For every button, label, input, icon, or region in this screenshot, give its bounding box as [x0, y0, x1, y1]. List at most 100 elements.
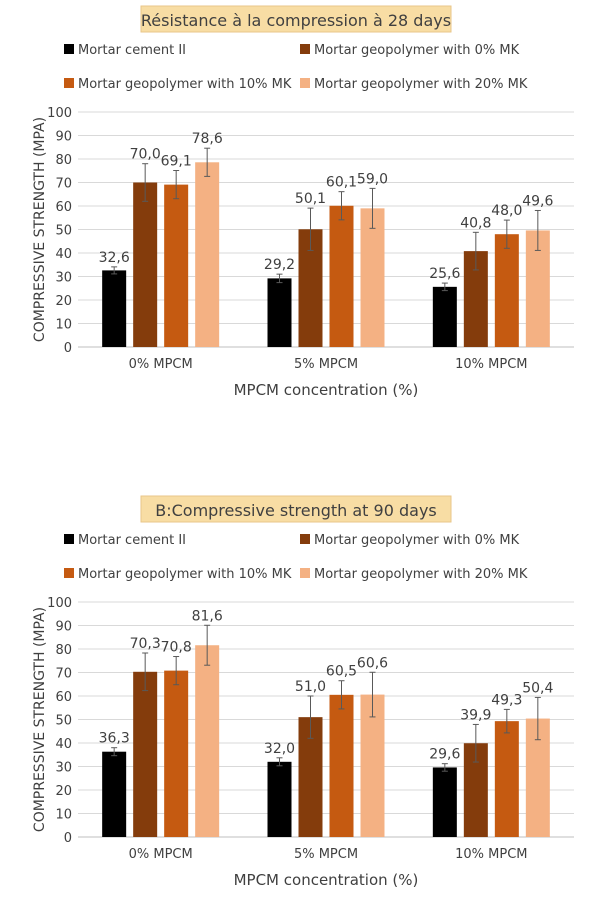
- y-tick-label: 90: [55, 620, 72, 635]
- error-bar: [204, 624, 211, 666]
- y-tick-label: 80: [55, 153, 72, 168]
- y-tick-label: 100: [47, 106, 72, 121]
- legend-swatch: [64, 78, 74, 88]
- legend-swatch: [64, 44, 74, 54]
- data-label: 70,8: [161, 640, 192, 656]
- data-label: 60,6: [357, 655, 388, 671]
- y-tick-label: 10: [55, 318, 72, 333]
- bar: [267, 761, 292, 837]
- error-bar: [472, 723, 479, 763]
- x-tick-label: 10% MPCM: [455, 847, 527, 862]
- data-label: 25,6: [429, 266, 460, 282]
- data-label: 39,9: [460, 707, 491, 723]
- error-bar: [441, 282, 448, 292]
- error-bar: [472, 231, 479, 271]
- x-tick-label: 10% MPCM: [455, 357, 527, 372]
- data-label: 60,5: [326, 664, 357, 680]
- x-axis-label: MPCM concentration (%): [234, 871, 419, 889]
- data-label: 70,0: [130, 147, 161, 163]
- x-tick-label: 0% MPCM: [129, 847, 193, 862]
- y-tick-label: 40: [55, 737, 72, 752]
- error-bar: [534, 696, 541, 741]
- x-tick-label: 5% MPCM: [294, 847, 358, 862]
- error-bar: [173, 656, 180, 686]
- error-bar: [111, 266, 118, 275]
- chart-title: Résistance à la compression à 28 days: [141, 11, 451, 30]
- error-bar: [204, 147, 211, 177]
- legend-label: Mortar cement II: [78, 533, 186, 548]
- x-tick-label: 0% MPCM: [129, 357, 193, 372]
- legend-label: Mortar cement II: [78, 43, 186, 58]
- y-tick-label: 60: [55, 200, 72, 215]
- y-tick-label: 60: [55, 690, 72, 705]
- y-tick-label: 0: [64, 341, 72, 356]
- y-tick-label: 0: [64, 831, 72, 846]
- error-bar: [307, 207, 314, 251]
- y-tick-label: 50: [55, 714, 72, 729]
- data-label: 50,4: [522, 680, 553, 696]
- y-tick-label: 70: [55, 667, 72, 682]
- y-tick-label: 30: [55, 761, 72, 776]
- data-label: 49,6: [522, 193, 553, 209]
- y-tick-label: 20: [55, 784, 72, 799]
- legend-swatch: [300, 78, 310, 88]
- bar: [432, 767, 457, 837]
- legend-label: Mortar geopolymer with 0% MK: [314, 533, 520, 548]
- bar: [133, 671, 158, 837]
- y-tick-label: 10: [55, 808, 72, 823]
- data-label: 59,0: [357, 171, 388, 187]
- data-label: 50,1: [295, 191, 326, 207]
- error-bar: [338, 680, 345, 710]
- data-label: 36,3: [99, 731, 130, 747]
- bar: [360, 694, 385, 837]
- error-bar: [503, 708, 510, 734]
- error-bar: [503, 219, 510, 249]
- legend-label: Mortar geopolymer with 20% MK: [314, 567, 528, 582]
- legend-label: Mortar geopolymer with 10% MK: [78, 567, 292, 582]
- bar: [267, 278, 292, 347]
- data-label: 32,0: [264, 741, 295, 757]
- data-label: 32,6: [99, 250, 130, 266]
- legend-swatch: [300, 534, 310, 544]
- bar: [195, 162, 220, 347]
- bar: [494, 234, 519, 347]
- y-tick-label: 30: [55, 271, 72, 286]
- data-label: 29,2: [264, 257, 295, 273]
- error-bar: [369, 187, 376, 229]
- error-bar: [369, 671, 376, 718]
- bar: [329, 694, 354, 837]
- error-bar: [338, 191, 345, 221]
- legend-swatch: [64, 568, 74, 578]
- y-tick-label: 90: [55, 130, 72, 145]
- y-tick-label: 50: [55, 224, 72, 239]
- data-label: 60,1: [326, 175, 357, 191]
- data-label: 49,3: [491, 692, 522, 708]
- chart-90-days: B:Compressive strength at 90 days Mortar …: [32, 495, 574, 889]
- bar: [133, 182, 158, 347]
- chart-title-box: [140, 495, 452, 523]
- bar: [164, 670, 189, 837]
- legend-label: Mortar geopolymer with 10% MK: [78, 77, 292, 92]
- y-axis-label: COMPRESSIVE STRENGTH (MPA): [32, 117, 48, 342]
- data-label: 78,6: [192, 131, 223, 147]
- legend-label: Mortar geopolymer with 0% MK: [314, 43, 520, 58]
- bar: [360, 208, 385, 347]
- legend-swatch: [300, 44, 310, 54]
- chart-title-box: [140, 5, 452, 33]
- error-bar: [142, 652, 149, 692]
- legend-swatch: [64, 534, 74, 544]
- error-bar: [276, 273, 283, 284]
- data-label: 40,8: [460, 215, 491, 231]
- data-label: 51,0: [295, 679, 326, 695]
- y-tick-label: 80: [55, 643, 72, 658]
- y-tick-label: 100: [47, 596, 72, 611]
- chart-28-days: Résistance à la compression à 28 days Mor…: [32, 5, 574, 399]
- error-bar: [307, 695, 314, 739]
- bar: [195, 645, 220, 837]
- y-tick-label: 40: [55, 247, 72, 262]
- bar: [102, 751, 127, 837]
- legend-swatch: [300, 568, 310, 578]
- y-tick-label: 70: [55, 177, 72, 192]
- bar: [164, 184, 189, 347]
- error-bar: [173, 170, 180, 200]
